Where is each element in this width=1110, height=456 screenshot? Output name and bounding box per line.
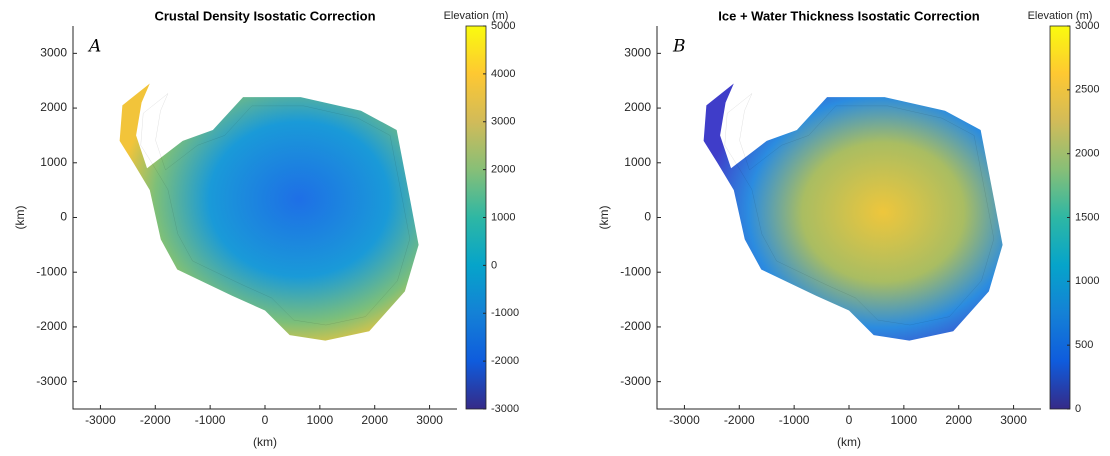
colorbar-tick-label: 4000	[491, 68, 515, 80]
colorbar-tick-label: 3000	[491, 116, 515, 128]
colorbar-tick-label: -2000	[491, 355, 519, 367]
colorbar-tick-label: 3000	[1075, 20, 1099, 32]
panel-label: A	[87, 37, 101, 57]
map	[119, 83, 419, 341]
colorbar-tick-label: 0	[1075, 403, 1081, 415]
colorbar-tick-label: 2000	[1075, 148, 1099, 160]
x-tick-label: 0	[262, 413, 269, 427]
x-tick-label: 0	[846, 413, 853, 427]
y-tick-label: 2000	[40, 100, 67, 114]
y-tick-label: -2000	[620, 319, 651, 333]
colorbar-tick-label: 1000	[1075, 275, 1099, 287]
chart-title: Ice + Water Thickness Isostatic Correcti…	[718, 8, 979, 23]
x-axis-label: (km)	[837, 435, 861, 449]
x-tick-label: 3000	[1000, 413, 1027, 427]
x-tick-label: -1000	[195, 413, 226, 427]
colorbar-tick-label: 0	[491, 259, 497, 271]
x-tick-label: 1000	[307, 413, 334, 427]
axes-frame	[656, 26, 1041, 410]
x-tick-label: -1000	[779, 413, 810, 427]
colorbar-tick-label: 500	[1075, 339, 1093, 351]
map	[703, 83, 1003, 341]
y-tick-label: 3000	[624, 46, 651, 60]
colorbar-label: Elevation (m)	[444, 10, 509, 22]
y-tick-label: 1000	[624, 155, 651, 169]
colorbar-tick-label: 2500	[1075, 84, 1099, 96]
colorbar-tick-label: -1000	[491, 307, 519, 319]
y-tick-label: -1000	[36, 264, 67, 278]
x-tick-label: 3000	[416, 413, 443, 427]
y-axis-label: (km)	[597, 206, 611, 230]
y-axis-label: (km)	[13, 206, 27, 230]
map-raster	[703, 83, 1003, 341]
colorbar-tick-label: 5000	[491, 20, 515, 32]
y-tick-label: 0	[60, 210, 67, 224]
x-tick-label: -2000	[140, 413, 171, 427]
x-tick-label: -2000	[724, 413, 755, 427]
y-tick-label: -3000	[620, 374, 651, 388]
y-tick-label: -1000	[620, 264, 651, 278]
y-tick-label: 1000	[40, 155, 67, 169]
colorbar-tick-label: -3000	[491, 403, 519, 415]
y-tick-label: -3000	[36, 374, 67, 388]
y-tick-label: 2000	[624, 100, 651, 114]
y-tick-label: 0	[644, 210, 651, 224]
y-tick-label: 3000	[40, 46, 67, 60]
y-tick-label: -2000	[36, 319, 67, 333]
colorbar-tick-label: 1500	[1075, 211, 1099, 223]
x-axis-label: (km)	[253, 435, 277, 449]
colorbar-tick-label: 2000	[491, 164, 515, 176]
x-tick-label: 2000	[361, 413, 388, 427]
chart-title: Crustal Density Isostatic Correction	[154, 8, 375, 23]
colorbar-tick-label: 1000	[491, 211, 515, 223]
colorbar-label: Elevation (m)	[1028, 10, 1093, 22]
x-tick-label: -3000	[85, 413, 116, 427]
axes-frame	[72, 26, 457, 410]
x-tick-label: 1000	[891, 413, 918, 427]
x-tick-label: -3000	[669, 413, 700, 427]
x-tick-label: 2000	[945, 413, 972, 427]
panel-label: B	[672, 37, 686, 57]
map-raster	[119, 83, 419, 341]
